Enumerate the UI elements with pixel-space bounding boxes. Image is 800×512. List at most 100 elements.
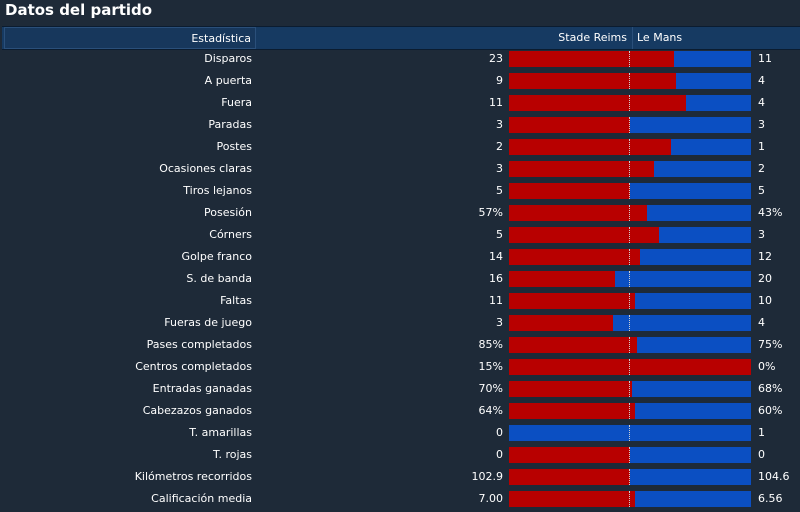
- stat-label: Kilómetros recorridos: [134, 470, 252, 483]
- home-share-fill: [509, 95, 686, 111]
- home-value: 16: [489, 272, 503, 285]
- midline-divider: [629, 139, 630, 155]
- stat-row: T. amarillas 0 1: [0, 422, 800, 444]
- home-share-fill: [509, 469, 630, 485]
- stat-label: Golpe franco: [181, 250, 252, 263]
- home-share-fill: [509, 183, 630, 199]
- stat-row: Córners 5 3: [0, 224, 800, 246]
- home-share-fill: [509, 73, 676, 89]
- comparison-bar: [509, 183, 751, 199]
- away-value: 4: [758, 74, 765, 87]
- midline-divider: [629, 73, 630, 89]
- stat-label: Entradas ganadas: [152, 382, 252, 395]
- home-value: 11: [489, 96, 503, 109]
- comparison-bar: [509, 447, 751, 463]
- stat-label: Ocasiones claras: [159, 162, 252, 175]
- away-value: 0%: [758, 360, 776, 373]
- stat-label: T. rojas: [213, 448, 252, 461]
- stat-label: Posesión: [204, 206, 252, 219]
- stat-row: T. rojas 0 0: [0, 444, 800, 466]
- home-share-fill: [509, 139, 671, 155]
- home-value: 0: [496, 426, 503, 439]
- stat-row: A puerta 9 4: [0, 70, 800, 92]
- comparison-bar: [509, 51, 751, 67]
- stat-row: Kilómetros recorridos 102.9 104.6: [0, 466, 800, 488]
- column-header-home-team[interactable]: Stade Reims: [558, 31, 627, 44]
- midline-divider: [629, 117, 630, 133]
- stats-table-header: Estadística Stade Reims Le Mans: [2, 26, 800, 50]
- comparison-bar: [509, 139, 751, 155]
- page-title: Datos del partido: [5, 1, 153, 19]
- home-value: 3: [496, 162, 503, 175]
- stat-row: Fuera 11 4: [0, 92, 800, 114]
- midline-divider: [629, 337, 630, 353]
- home-share-fill: [509, 293, 635, 309]
- home-value: 64%: [478, 404, 503, 417]
- away-value: 6.56: [758, 492, 783, 505]
- home-value: 57%: [478, 206, 503, 219]
- stat-row: S. de banda 16 20: [0, 268, 800, 290]
- away-value: 4: [758, 96, 765, 109]
- stat-row: Centros completados 15% 0%: [0, 356, 800, 378]
- comparison-bar: [509, 315, 751, 331]
- comparison-bar: [509, 359, 751, 375]
- home-share-fill: [509, 161, 654, 177]
- stat-row: Fueras de juego 3 4: [0, 312, 800, 334]
- comparison-bar: [509, 249, 751, 265]
- away-value: 0: [758, 448, 765, 461]
- comparison-bar: [509, 381, 751, 397]
- away-value: 1: [758, 426, 765, 439]
- away-value: 10: [758, 294, 772, 307]
- home-value: 102.9: [471, 470, 504, 483]
- home-share-fill: [509, 249, 640, 265]
- home-share-fill: [509, 51, 674, 67]
- comparison-bar: [509, 95, 751, 111]
- stat-row: Cabezazos ganados 64% 60%: [0, 400, 800, 422]
- home-share-fill: [509, 271, 615, 287]
- column-header-stat[interactable]: Estadística: [4, 27, 256, 49]
- away-value: 75%: [758, 338, 783, 351]
- midline-divider: [629, 205, 630, 221]
- home-value: 7.00: [478, 492, 504, 505]
- home-value: 5: [496, 184, 503, 197]
- away-value: 2: [758, 162, 765, 175]
- away-value: 3: [758, 118, 765, 131]
- stat-row: Tiros lejanos 5 5: [0, 180, 800, 202]
- stat-row: Postes 2 1: [0, 136, 800, 158]
- stat-label: Cabezazos ganados: [142, 404, 252, 417]
- comparison-bar: [509, 117, 751, 133]
- comparison-bar: [509, 73, 751, 89]
- home-share-fill: [509, 447, 630, 463]
- comparison-bar: [509, 205, 751, 221]
- stat-label: Centros completados: [135, 360, 252, 373]
- away-value: 11: [758, 52, 772, 65]
- midline-divider: [629, 491, 630, 507]
- stat-label: S. de banda: [186, 272, 252, 285]
- stat-label: Fueras de juego: [164, 316, 252, 329]
- midline-divider: [629, 271, 630, 287]
- midline-divider: [629, 161, 630, 177]
- away-value: 1: [758, 140, 765, 153]
- stat-row: Golpe franco 14 12: [0, 246, 800, 268]
- midline-divider: [629, 183, 630, 199]
- midline-divider: [629, 425, 630, 441]
- home-value: 11: [489, 294, 503, 307]
- midline-divider: [629, 469, 630, 485]
- stat-label: Paradas: [208, 118, 252, 131]
- home-share-fill: [509, 227, 659, 243]
- stat-row: Faltas 11 10: [0, 290, 800, 312]
- stat-label: Córners: [209, 228, 252, 241]
- midline-divider: [629, 403, 630, 419]
- stat-label: Tiros lejanos: [183, 184, 252, 197]
- midline-divider: [629, 51, 630, 67]
- away-value: 68%: [758, 382, 783, 395]
- home-value: 85%: [478, 338, 503, 351]
- stat-row: Posesión 57% 43%: [0, 202, 800, 224]
- away-value: 104.6: [758, 470, 790, 483]
- stat-label: Fuera: [221, 96, 252, 109]
- midline-divider: [629, 227, 630, 243]
- stat-row: Ocasiones claras 3 2: [0, 158, 800, 180]
- stat-label: A puerta: [204, 74, 252, 87]
- column-header-away-team[interactable]: Le Mans: [632, 27, 800, 49]
- comparison-bar: [509, 337, 751, 353]
